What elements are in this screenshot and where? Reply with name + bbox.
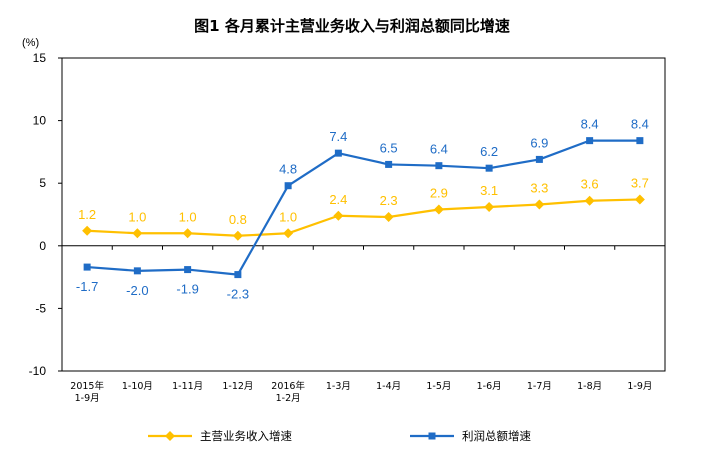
y-axis-unit-label: (%) [22, 37, 39, 49]
x-tick-label: 1-3月 [326, 381, 351, 392]
x-tick-label: 1-8月 [577, 381, 602, 392]
x-tick-label: 2016年 [271, 380, 305, 392]
data-label: 3.1 [480, 183, 498, 198]
data-label: 8.4 [631, 117, 649, 132]
data-point [534, 199, 545, 210]
series-layer: 1.2 1.0 1.0 0.8 1.02.4 2.32.9 3.1 3.3 3.6 3.7-1.7… [76, 117, 649, 302]
data-label: -1.7 [76, 279, 98, 294]
data-label: 0.8 [229, 212, 247, 227]
data-label: 3.7 [631, 175, 649, 190]
data-point [584, 195, 595, 206]
data-point [535, 155, 543, 163]
data-label: -1.9 [176, 282, 198, 297]
data-label: 1.0 [128, 209, 146, 224]
data-point [82, 225, 93, 236]
x-tick-label: 1-9月 [75, 393, 100, 404]
data-point [184, 266, 192, 274]
data-point [586, 137, 594, 145]
data-label: 2.9 [430, 185, 448, 200]
data-point [133, 267, 141, 275]
legend-label: 主营业务收入增速 [200, 429, 292, 443]
y-tick-label: 10 [33, 114, 47, 128]
data-label: 3.6 [581, 177, 599, 192]
data-label: 7.4 [329, 129, 347, 144]
series-line [87, 139, 640, 276]
x-tick-label: 1-2月 [276, 393, 301, 404]
data-label: -2.0 [126, 283, 148, 298]
x-tick-label: 1-5月 [426, 381, 451, 392]
data-point [283, 228, 294, 239]
data-point [333, 210, 344, 221]
data-label: 4.8 [279, 162, 297, 177]
data-label: 2.3 [380, 193, 398, 208]
data-point [485, 164, 493, 172]
data-label: 3.3 [530, 180, 548, 195]
y-tick-label: -10 [29, 364, 47, 378]
data-label: 2.4 [329, 192, 347, 207]
series-line [87, 198, 640, 237]
x-tick-label: 2015年 [70, 380, 104, 392]
y-tick-label: -5 [35, 301, 46, 315]
legend-marker [165, 431, 175, 441]
legend-item-1: 主营业务收入增速 [148, 429, 292, 443]
data-point [383, 212, 394, 223]
plot-area-border [61, 57, 666, 372]
data-point [385, 160, 393, 168]
x-tick-label: 1-10月 [122, 381, 153, 392]
data-label: 8.4 [581, 117, 599, 132]
data-point [334, 149, 342, 157]
x-tick-label: 1-11月 [172, 381, 203, 392]
x-tick-label: 1-12月 [222, 381, 253, 392]
data-point [484, 201, 495, 212]
data-label: 6.2 [480, 144, 498, 159]
data-point [234, 271, 242, 279]
data-label: -2.3 [227, 287, 249, 302]
data-label: 6.9 [530, 135, 548, 150]
data-point [182, 228, 193, 239]
data-point [232, 230, 243, 241]
data-point [83, 263, 91, 271]
x-tick-label: 1-9月 [627, 381, 652, 392]
legend: 主营业务收入增速 利润总额增速 [148, 429, 531, 443]
x-axis [61, 245, 666, 250]
legend-marker [428, 432, 436, 440]
data-label: 1.0 [179, 209, 197, 224]
x-tick-label: 1-7月 [527, 381, 552, 392]
data-label: 6.4 [430, 142, 448, 157]
data-point [284, 182, 292, 190]
y-axis: 15 10 5 0 -5 -10 [29, 51, 62, 378]
data-label: 1.0 [279, 209, 297, 224]
legend-item-2: 利润总额增速 [410, 429, 531, 443]
data-point [132, 228, 143, 239]
y-tick-label: 5 [39, 176, 46, 190]
y-tick-label: 15 [33, 51, 47, 65]
x-tick-label: 1-6月 [477, 381, 502, 392]
series-2: -1.7 -2.0 -1.9 -2.3 4.8 7.4 6.5 6.4 6.2 6.9 8.4 8.4 [76, 117, 649, 302]
data-point [636, 137, 644, 145]
legend-label: 利润总额增速 [462, 429, 531, 443]
y-tick-label: 0 [39, 239, 46, 253]
data-point [634, 194, 645, 205]
data-point [433, 204, 444, 215]
x-tick-label: 1-4月 [376, 381, 401, 392]
data-label: 6.5 [380, 140, 398, 155]
data-point [435, 162, 443, 170]
data-label: 1.2 [78, 207, 96, 222]
series-1: 1.2 1.0 1.0 0.8 1.0 2.4 2.3 2.9 3.1 3.3 3.6 3.7 [78, 175, 649, 241]
chart-title: 图1 各月累计主营业务收入与利润总额同比增速 [194, 17, 510, 35]
